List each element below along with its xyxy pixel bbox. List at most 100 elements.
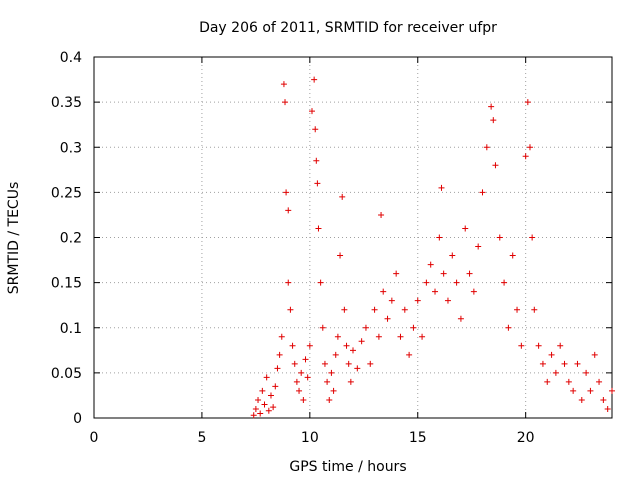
x-tick-label: 5 [197,430,206,446]
data-point [583,369,590,376]
y-tick-label: 0.4 [60,50,82,66]
data-point [380,288,387,295]
data-point [505,324,512,331]
data-point [401,306,408,313]
data-point [263,374,270,381]
y-tick-label: 0.15 [51,276,82,292]
data-point [328,369,335,376]
data-point [375,333,382,340]
data-point [343,342,350,349]
data-point [296,387,303,394]
data-point [453,279,460,286]
data-point [341,306,348,313]
data-point [410,324,417,331]
data-point [457,315,464,322]
data-point [274,365,281,372]
data-point [282,99,289,106]
data-point [315,225,322,232]
data-point [514,306,521,313]
data-point [317,279,324,286]
data-point [524,99,531,106]
data-point [544,378,551,385]
data-point [265,407,272,414]
data-point [278,333,285,340]
data-point [604,405,611,412]
data-point [314,180,321,187]
data-point [488,103,495,110]
data-point [490,117,497,124]
data-point [350,347,356,354]
data-point [509,252,516,259]
data-point [609,387,615,394]
data-point [287,306,294,313]
data-point [270,404,277,411]
data-point [393,270,400,277]
data-point [321,360,328,367]
data-point [250,412,257,419]
data-point [267,392,274,399]
data-point [397,333,404,340]
data-point [423,279,430,286]
data-point [324,378,331,385]
data-point [298,369,305,376]
data-point [596,378,603,385]
data-point [313,157,320,164]
x-tick-label: 20 [517,430,535,446]
data-point [479,189,486,196]
y-tick-label: 0.3 [60,140,82,156]
data-point [308,108,315,115]
y-tick-label: 0.1 [60,321,82,337]
data-point [444,297,451,304]
data-point [561,360,568,367]
data-point [436,234,443,241]
data-point [252,405,259,412]
data-point [326,396,333,403]
data-point [526,144,533,151]
axis-ticks: 0 5 10 15 20 0 0.05 0.1 0.15 0.2 0.25 0.3 0.35 0.4 [51,50,612,446]
data-point [337,252,344,259]
data-point [371,306,378,313]
data-point [557,342,564,349]
data-point [354,365,361,372]
chart-title: Day 206 of 2011, SRMTID for receiver ufp… [199,20,497,36]
data-point [427,261,434,268]
data-point [496,234,503,241]
data-point [291,360,298,367]
data-point [591,351,598,358]
data-point [339,193,346,200]
grid-lines [94,57,612,418]
data-point [378,211,385,218]
y-tick-label: 0.2 [60,231,82,247]
x-tick-label: 10 [301,430,319,446]
x-axis-label: GPS time / hours [289,459,406,475]
data-point [289,342,296,349]
data-point [565,378,572,385]
data-point [259,387,266,394]
data-point [384,315,391,322]
data-point [280,81,287,88]
data-point [334,333,341,340]
data-point [285,207,292,214]
data-point [466,270,473,277]
y-tick-label: 0.35 [51,95,82,111]
data-point [548,351,555,358]
x-tick-label: 15 [409,430,427,446]
data-point [332,351,339,358]
data-point [414,297,421,304]
data-point [330,387,337,394]
data-point [600,396,607,403]
data-point [304,374,311,381]
data-point [501,279,508,286]
y-tick-label: 0.05 [51,366,82,382]
data-point [358,338,365,345]
data-point [367,360,374,367]
data-point [522,153,529,160]
data-point [285,279,292,286]
data-point [492,162,499,169]
data-point [302,356,309,363]
y-tick-label: 0.25 [51,185,82,201]
x-tick-label: 0 [90,430,99,446]
data-point [311,76,318,83]
